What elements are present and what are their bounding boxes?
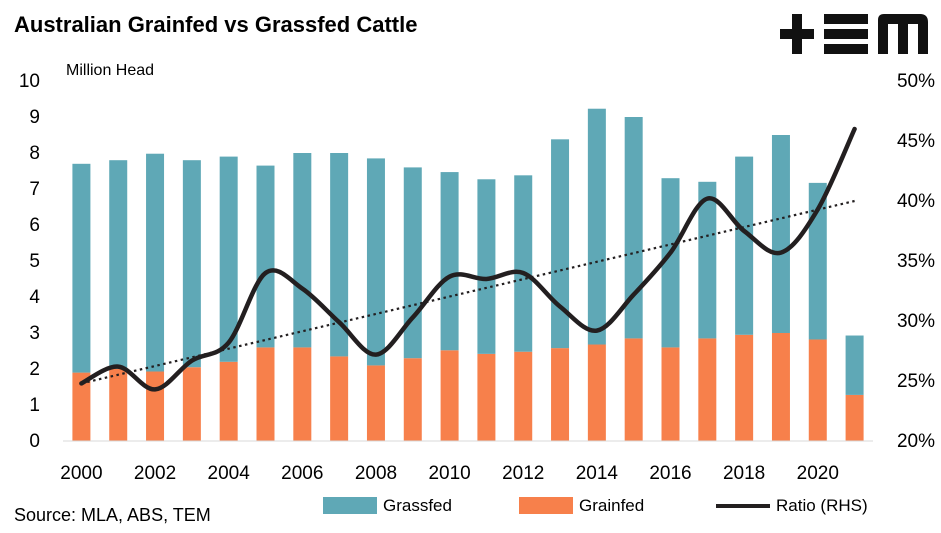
x-tick-label: 2014 — [576, 463, 619, 484]
bar-grainfed-2011 — [477, 353, 496, 441]
x-tick-label: 2002 — [134, 463, 176, 484]
chart-title: Australian Grainfed vs Grassfed Cattle — [14, 12, 418, 37]
x-tick-label: 2016 — [649, 463, 691, 484]
y-tick-label: 9 — [29, 107, 40, 128]
bar-grainfed-2003 — [182, 367, 201, 441]
x-axis-ticks: 2000 2002 2004 2006 2008 2010 2012 2014 2016 2018… — [60, 463, 839, 484]
bar-grassfed-2001 — [109, 160, 128, 369]
tem-logo — [780, 14, 928, 54]
ratio-line-series — [79, 126, 857, 392]
bar-grassfed-2014 — [587, 108, 606, 345]
bar-grainfed-2021 — [845, 394, 864, 441]
bar-grainfed-2005 — [256, 347, 275, 441]
y-tick-label: 10 — [19, 71, 40, 92]
y2-tick-label: 35% — [897, 251, 935, 272]
bar-grainfed-2007 — [330, 356, 349, 441]
x-tick-label: 2000 — [60, 463, 102, 484]
bar-grassfed-2003 — [182, 160, 201, 368]
legend-label-grainfed: Grainfed — [579, 496, 644, 515]
y-tick-label: 1 — [29, 395, 40, 416]
y-tick-label: 5 — [29, 251, 40, 272]
y-axis-left: 0 1 2 3 4 5 6 7 8 9 10 — [19, 71, 41, 452]
bar-grainfed-2010 — [440, 350, 459, 441]
bar-grainfed-2014 — [587, 344, 606, 441]
bar-grainfed-2009 — [403, 358, 422, 441]
y-tick-label: 8 — [29, 143, 40, 164]
legend-label-grassfed: Grassfed — [383, 496, 452, 515]
y2-tick-label: 40% — [897, 191, 935, 212]
y2-tick-label: 25% — [897, 371, 935, 392]
bar-grainfed-2019 — [771, 333, 790, 441]
bar-grainfed-2008 — [366, 365, 385, 441]
y2-tick-label: 50% — [897, 71, 935, 92]
bar-grainfed-2020 — [808, 339, 827, 441]
x-tick-label: 2004 — [208, 463, 251, 484]
bar-grassfed-2017 — [698, 181, 717, 339]
bar-grainfed-2015 — [624, 338, 643, 441]
y-tick-label: 7 — [29, 179, 40, 200]
bar-grainfed-2012 — [514, 351, 533, 441]
bar-grassfed-2011 — [477, 179, 496, 354]
bar-grainfed-2000 — [72, 372, 91, 441]
ratio-line — [79, 126, 857, 392]
bar-grassfed-2006 — [293, 153, 312, 348]
bar-grassfed-2012 — [514, 175, 533, 352]
y-tick-label: 2 — [29, 359, 40, 380]
bar-grassfed-2009 — [403, 167, 422, 359]
bar-grassfed-2004 — [219, 156, 238, 362]
source-note: Source: MLA, ABS, TEM — [14, 505, 211, 525]
bar-grassfed-2020 — [808, 182, 827, 340]
bar-grainfed-2017 — [698, 338, 717, 441]
legend: Grassfed Grainfed Ratio (RHS) — [323, 496, 868, 515]
y2-tick-label: 30% — [897, 311, 935, 332]
bar-grainfed-2004 — [219, 361, 238, 441]
y2-tick-label: 45% — [897, 131, 935, 152]
bar-grassfed-2013 — [551, 139, 570, 349]
bar-grassfed-2007 — [330, 153, 349, 357]
y-tick-label: 3 — [29, 323, 40, 344]
bar-grassfed-2005 — [256, 165, 275, 348]
bar-grainfed-2001 — [109, 369, 128, 441]
y-tick-label: 0 — [29, 431, 40, 452]
legend-label-ratio: Ratio (RHS) — [776, 496, 868, 515]
x-tick-label: 2006 — [281, 463, 323, 484]
bar-grassfed-2019 — [771, 135, 790, 333]
x-tick-label: 2010 — [428, 463, 470, 484]
bar-grainfed-2006 — [293, 347, 312, 441]
x-tick-label: 2008 — [355, 463, 397, 484]
bar-grainfed-2016 — [661, 347, 680, 441]
bar-grassfed-2016 — [661, 178, 680, 348]
bar-grainfed-2013 — [551, 348, 570, 441]
legend-swatch-grainfed — [519, 497, 573, 514]
bar-grassfed-2018 — [735, 156, 754, 335]
x-tick-label: 2018 — [723, 463, 765, 484]
y-tick-label: 4 — [29, 287, 40, 308]
y-tick-label: 6 — [29, 215, 40, 236]
legend-swatch-grassfed — [323, 497, 377, 514]
y-axis-label: Million Head — [66, 62, 154, 79]
bar-grassfed-2015 — [624, 117, 643, 339]
bar-grassfed-2010 — [440, 172, 459, 351]
bar-grassfed-2000 — [72, 163, 91, 373]
bar-grassfed-2021 — [845, 335, 864, 395]
y-axis-right: 20% 25% 30% 35% 40% 45% 50% — [897, 71, 935, 452]
bar-grainfed-2018 — [735, 334, 754, 441]
y2-tick-label: 20% — [897, 431, 935, 452]
x-tick-label: 2020 — [797, 463, 839, 484]
bar-grainfed-2002 — [146, 371, 165, 441]
x-tick-label: 2012 — [502, 463, 544, 484]
bar-grassfed-2002 — [146, 153, 165, 372]
bar-grassfed-2008 — [366, 158, 385, 366]
